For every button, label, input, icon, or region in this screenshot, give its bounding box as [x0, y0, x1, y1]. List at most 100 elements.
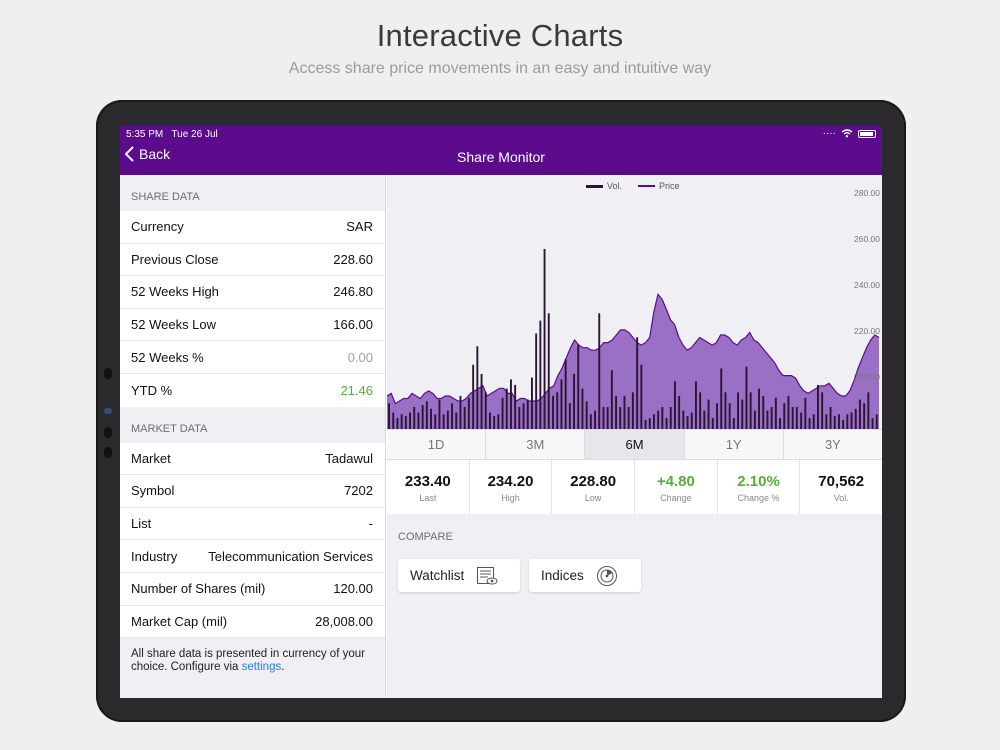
period-3y[interactable]: 3Y — [824, 437, 841, 452]
indices-button[interactable]: Indices — [529, 559, 641, 592]
volume-bar — [808, 418, 811, 429]
period-3m[interactable]: 3M — [486, 430, 586, 459]
volume-bar — [526, 399, 529, 429]
volume-bar — [564, 359, 567, 429]
volume-bar — [421, 405, 424, 429]
market-row-shares: Number of Shares (mil) 120.00 — [120, 572, 385, 606]
legend-volume: Vol. — [586, 181, 622, 191]
volume-bar — [686, 416, 689, 429]
volume-bar — [850, 412, 853, 429]
stat-low: 228.80 Low — [552, 460, 636, 514]
stat-value: 2.10% — [737, 473, 780, 490]
back-button[interactable]: Back — [124, 146, 170, 162]
volume-bar — [804, 397, 807, 429]
stat-label: Vol. — [833, 493, 849, 503]
period-selector: 1D 3M 6M 1Y 3Y — [387, 429, 882, 460]
volume-bar — [720, 368, 723, 429]
market-row-list: List - — [120, 507, 385, 541]
volume-bar — [543, 249, 546, 429]
volume-bar — [728, 403, 731, 429]
volume-bar — [535, 333, 538, 429]
volume-bar — [476, 346, 479, 429]
stat-label: High — [501, 493, 520, 503]
volume-bar — [875, 414, 878, 429]
y-tick-label: 280.00 — [854, 188, 880, 198]
stat-label: Change % — [737, 493, 780, 503]
volume-bar — [568, 403, 571, 429]
volume-bar — [446, 410, 449, 429]
volume-bar — [711, 418, 714, 429]
chevron-left-icon — [124, 146, 134, 162]
row-label: Currency — [131, 219, 184, 235]
volume-bar — [838, 414, 840, 429]
y-tick-label: 220.00 — [854, 326, 880, 336]
row-value: - — [368, 516, 373, 532]
period-6m[interactable]: 6M — [585, 430, 685, 459]
volume-bar — [859, 399, 861, 429]
volume-bar — [800, 412, 803, 429]
stat-label: Low — [584, 493, 602, 503]
settings-link[interactable]: settings — [241, 661, 282, 674]
share-row-52w-percent: 52 Weeks % 0.00 — [120, 341, 385, 374]
volume-bar — [627, 407, 630, 429]
volume-bar — [636, 337, 639, 429]
period-1y[interactable]: 1Y — [685, 430, 784, 459]
volume-bar — [598, 313, 601, 429]
volume-bar — [648, 418, 651, 429]
volume-bar — [653, 414, 655, 429]
volume-bar — [703, 410, 706, 429]
row-label: List — [131, 516, 152, 532]
volume-bar — [787, 395, 790, 429]
volume-bar — [699, 392, 702, 429]
row-value: 21.46 — [340, 382, 373, 398]
volume-bar — [392, 412, 395, 429]
volume-bar — [737, 392, 739, 429]
price-chart[interactable]: Vol. Price 280.00 260.00 240.00 220.00 2… — [387, 175, 882, 429]
row-label: YTD % — [131, 382, 173, 398]
volume-bar — [791, 407, 794, 429]
volume-bar — [610, 370, 613, 429]
row-label: 52 Weeks Low — [131, 317, 217, 333]
volume-bar — [631, 392, 634, 429]
row-value: Tadawul — [325, 450, 373, 466]
volume-bar — [489, 412, 491, 429]
volume-bar — [438, 399, 441, 429]
volume-bar — [501, 397, 504, 429]
nav-title: Share Monitor — [457, 149, 545, 165]
legend-price-label: Price — [659, 181, 680, 191]
volume-bar — [552, 395, 554, 429]
volume-bar — [829, 407, 832, 429]
volume-bar — [732, 418, 735, 429]
legend-price: Price — [638, 181, 680, 191]
volume-bar — [581, 388, 584, 429]
promo-subtitle: Access share price movements in an easy … — [288, 60, 712, 77]
row-label: Industry — [131, 548, 178, 564]
app-screen: 5:35 PM Tue 26 Jul ···· Back Share Monit… — [120, 126, 882, 698]
watchlist-button[interactable]: Watchlist — [398, 559, 520, 592]
volume-bar — [770, 407, 773, 429]
row-value: 120.00 — [333, 581, 373, 597]
currency-note-end: . — [281, 661, 285, 674]
volume-bar — [589, 414, 592, 429]
share-row-52w-low: 52 Weeks Low 166.00 — [120, 308, 385, 342]
period-1d[interactable]: 1D — [387, 430, 487, 459]
currency-note: All share data is presented in currency … — [120, 638, 385, 674]
volume-bar — [413, 407, 416, 429]
legend-volume-swatch — [586, 184, 603, 188]
volume-bar — [854, 408, 857, 429]
volume-bar — [758, 388, 760, 429]
status-icons: ···· — [823, 128, 876, 139]
volume-bar — [388, 403, 390, 429]
volume-bar — [615, 395, 617, 429]
volume-bar — [657, 410, 660, 429]
volume-bar — [425, 401, 428, 429]
wifi-icon — [841, 129, 853, 138]
share-row-ytd: YTD % 21.46 — [120, 373, 385, 407]
volume-bar — [749, 392, 752, 429]
volume-bar — [867, 392, 870, 429]
row-label: 52 Weeks % — [131, 349, 204, 365]
volume-bar — [514, 384, 517, 429]
market-row-market: Market Tadawul — [120, 442, 385, 476]
side-sensor — [104, 408, 112, 414]
volume-bar — [716, 403, 718, 429]
